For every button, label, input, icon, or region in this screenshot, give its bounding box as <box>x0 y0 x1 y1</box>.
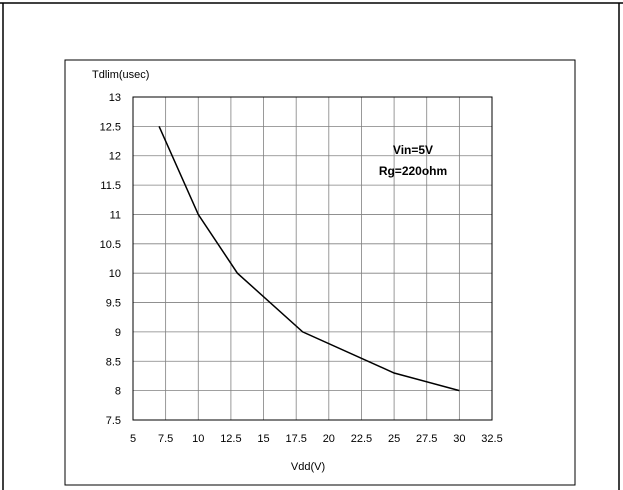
y-tick-label: 12.5 <box>100 121 121 133</box>
x-axis-label: Vdd(V) <box>291 461 325 473</box>
y-tick-label: 8 <box>115 386 121 398</box>
x-tick-label: 25 <box>388 433 400 445</box>
x-tick-label: 22.5 <box>351 433 372 445</box>
line-chart: 5 7.5 10 12.5 15 17.5 20 22.5 25 27.5 30 32.5 7.5 8 8… <box>92 69 503 473</box>
x-tick-label: 7.5 <box>158 433 173 445</box>
y-tick-label: 7.5 <box>106 415 121 427</box>
annotation-vin: Vin=5V <box>393 143 433 157</box>
y-tick-label: 9.5 <box>106 298 121 310</box>
x-tick-label: 15 <box>257 433 269 445</box>
y-tick-label: 10 <box>109 268 121 280</box>
series-line <box>158 126 460 392</box>
annotation-rg: Rg=220ohm <box>379 164 447 178</box>
x-tick-label: 10 <box>192 433 204 445</box>
y-tick-label: 13 <box>109 92 121 104</box>
x-tick-label: 30 <box>453 433 465 445</box>
y-axis-label: Tdlim(usec) <box>92 69 149 81</box>
y-tick-label: 12 <box>109 151 121 163</box>
y-tick-label: 11 <box>110 209 121 221</box>
figure-box <box>64 59 576 486</box>
y-tick-label: 8.5 <box>106 356 121 368</box>
x-tick-label: 12.5 <box>220 433 241 445</box>
x-tick-label: 27.5 <box>416 433 437 445</box>
x-tick-label: 5 <box>130 433 136 445</box>
y-tick-label: 9 <box>115 327 121 339</box>
x-tick-label: 20 <box>323 433 335 445</box>
x-tick-label: 32.5 <box>481 433 502 445</box>
x-tick-labels: 5 7.5 10 12.5 15 17.5 20 22.5 25 27.5 30 32.5 <box>130 433 503 445</box>
plot-area <box>132 96 493 421</box>
y-tick-label: 11.5 <box>100 180 121 192</box>
x-tick-label: 17.5 <box>285 433 306 445</box>
y-tick-labels: 7.5 8 8.5 9 9.5 10 10.5 11 11.5 12 12.5 13 <box>100 92 121 427</box>
y-tick-label: 10.5 <box>100 239 121 251</box>
grid <box>132 96 493 421</box>
